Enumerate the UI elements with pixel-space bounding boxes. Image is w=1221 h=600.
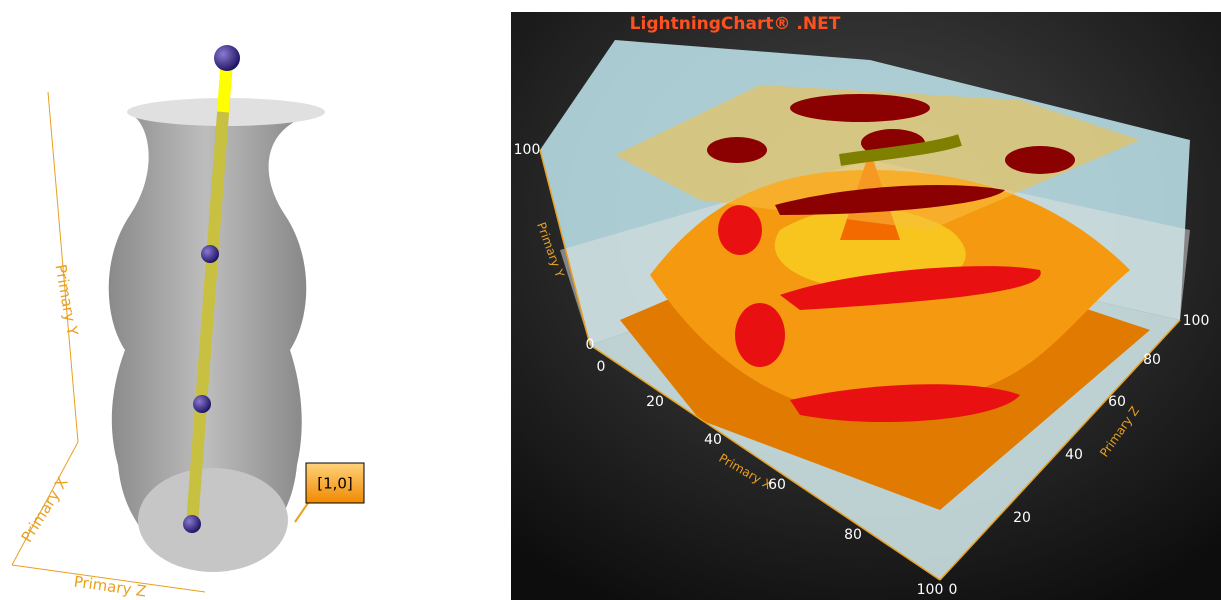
vase-bottom xyxy=(138,468,288,572)
z-tick-label: 100 xyxy=(1183,313,1210,329)
left-axes xyxy=(11,91,206,593)
z-tick-label: 60 xyxy=(1108,394,1126,410)
y-tick-label: 0 xyxy=(586,337,595,353)
x-tick-label: 60 xyxy=(768,477,786,493)
surface-band xyxy=(790,384,1020,423)
x-tick-label: 20 xyxy=(646,394,664,410)
contour xyxy=(707,137,767,163)
sphere xyxy=(183,515,201,533)
right-chart: LightningChart® .NET Primary Y Primary X… xyxy=(511,12,1221,600)
contour xyxy=(1005,146,1075,174)
surface-spot xyxy=(735,303,785,367)
contour xyxy=(790,94,930,122)
y-tick-label: 100 xyxy=(514,142,541,158)
annotation-box xyxy=(305,462,365,504)
x-tick-label: 40 xyxy=(704,432,722,448)
contour xyxy=(839,134,962,166)
axis-title: Primary X xyxy=(18,474,72,545)
z-tick-label: 20 xyxy=(1013,510,1031,526)
x-tick-label: 0 xyxy=(597,359,606,375)
z-tick-label: 0 xyxy=(949,582,958,598)
left-chart: [1,0] Primary Y Primary X Primary Z xyxy=(11,45,365,600)
surface-spot xyxy=(718,205,762,255)
vase xyxy=(108,101,325,565)
x-tick-label: 100 xyxy=(917,582,944,598)
contour xyxy=(775,185,1005,215)
x-tick-label: 80 xyxy=(844,527,862,543)
surface-band xyxy=(780,266,1041,310)
rod xyxy=(186,59,233,526)
z-tick-label: 40 xyxy=(1065,447,1083,463)
right-axes xyxy=(539,149,1181,581)
chart-title: LightningChart® .NET xyxy=(630,14,841,34)
axis-title: Primary Y xyxy=(51,263,81,338)
sphere xyxy=(193,395,211,413)
annotation: [1,0] xyxy=(317,475,353,493)
sphere xyxy=(214,45,240,71)
axis-title: Primary Z xyxy=(73,573,148,600)
z-tick-label: 80 xyxy=(1143,352,1161,368)
annotation-arrow xyxy=(294,502,309,523)
sphere xyxy=(201,245,219,263)
